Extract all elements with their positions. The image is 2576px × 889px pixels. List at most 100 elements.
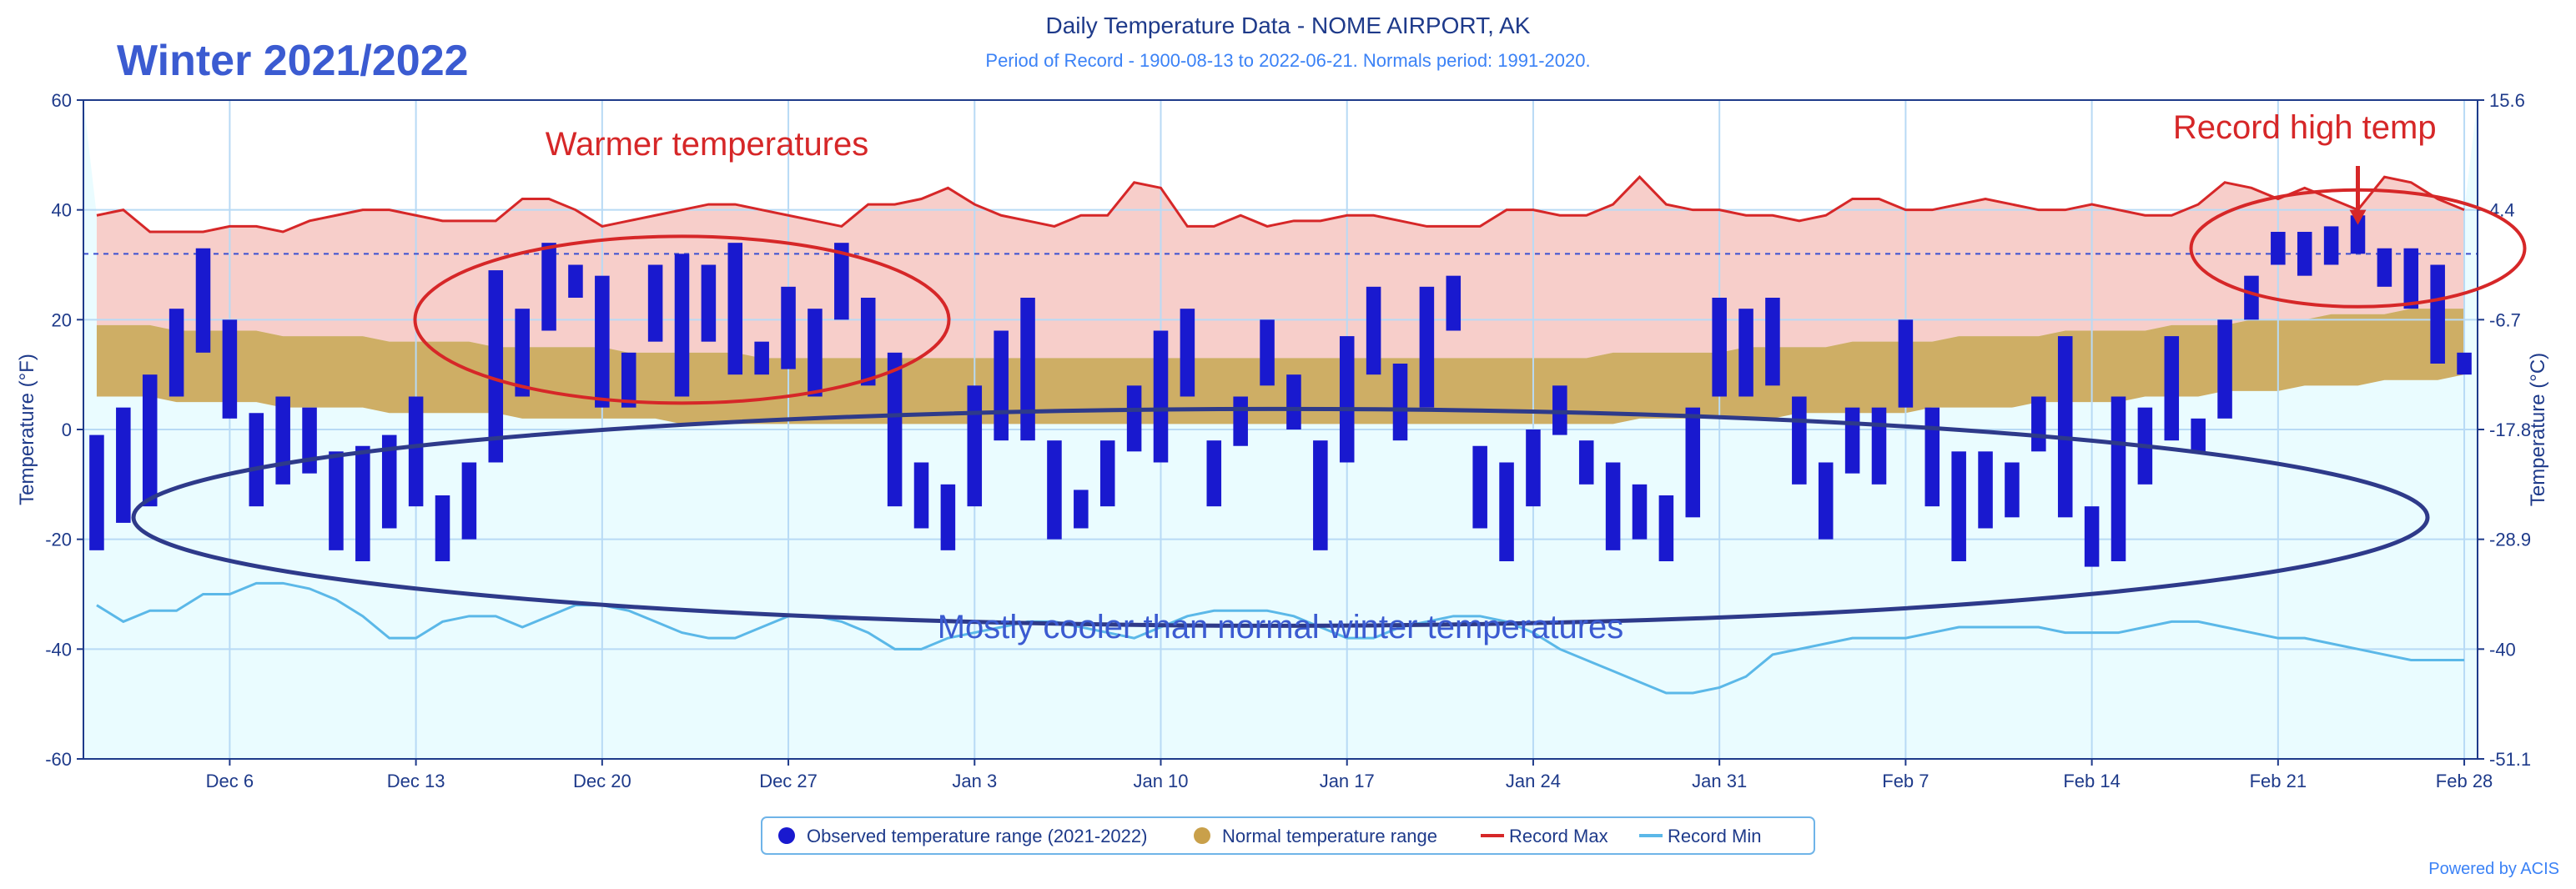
observed-bar: [1951, 451, 1966, 561]
observed-bar: [489, 270, 504, 462]
y-left-tick: 60: [52, 90, 72, 111]
observed-bar: [675, 254, 690, 396]
y-left-tick: 0: [62, 419, 72, 440]
observed-bar: [1420, 287, 1435, 408]
observed-bar: [196, 249, 211, 353]
credit-text: Powered by ACIS: [2428, 860, 2559, 878]
y-right-tick: -17.8: [2489, 419, 2531, 440]
observed-bar: [89, 435, 104, 550]
y-left-tick: 20: [52, 309, 72, 330]
observed-bar: [1819, 463, 1834, 540]
observed-bar: [1925, 408, 1940, 506]
observed-bar: [914, 463, 929, 529]
x-tick: Jan 31: [1692, 771, 1747, 791]
observed-bar: [1738, 309, 1753, 396]
warmer-annotation: Warmer temperatures: [546, 126, 869, 163]
y-left-tick: -40: [45, 639, 72, 660]
y-right-tick: -51.1: [2489, 749, 2531, 770]
observed-bar: [648, 265, 663, 342]
legend-record-min: Record Min: [1668, 826, 1761, 846]
legend-normal: Normal temperature range: [1222, 826, 1437, 846]
x-tick: Jan 10: [1133, 771, 1188, 791]
observed-bar: [2271, 232, 2286, 265]
observed-bar: [1686, 408, 1701, 518]
observed-bar: [435, 495, 450, 561]
observed-bar: [302, 408, 317, 474]
observed-bar: [1899, 319, 1914, 407]
observed-bar: [1606, 463, 1621, 550]
observed-bar: [355, 446, 370, 561]
observed-bar: [1047, 440, 1062, 540]
observed-bar: [1154, 331, 1169, 463]
legend-observed-icon: [778, 827, 795, 844]
observed-bar: [169, 309, 184, 396]
y-right-tick: -6.7: [2489, 309, 2521, 330]
observed-bar: [1260, 319, 1275, 385]
observed-bar: [2324, 226, 2339, 264]
y-right-tick: -40: [2489, 639, 2516, 660]
observed-bar: [1446, 276, 1462, 331]
observed-bar: [541, 243, 556, 330]
cooler-annotation: Mostly cooler than normal winter tempera…: [938, 609, 1624, 645]
observed-bar: [2111, 397, 2126, 562]
observed-bar: [1659, 495, 1674, 561]
observed-bar: [1872, 408, 1887, 485]
observed-bar: [2377, 249, 2392, 287]
y-left-tick: -20: [45, 530, 72, 550]
observed-bar: [702, 265, 717, 342]
observed-bar: [808, 309, 823, 396]
observed-bar: [515, 309, 530, 396]
x-tick: Jan 3: [952, 771, 997, 791]
x-tick: Feb 21: [2250, 771, 2307, 791]
observed-bar: [1845, 408, 1860, 474]
observed-bar: [2404, 249, 2419, 309]
observed-bar: [1765, 298, 1780, 385]
observed-bar: [1579, 440, 1594, 485]
observed-bar: [568, 265, 583, 299]
legend-observed: Observed temperature range (2021-2022): [807, 826, 1147, 846]
observed-bar: [2085, 506, 2100, 566]
observed-bar: [1020, 298, 1035, 440]
observed-bar: [1366, 287, 1381, 374]
observed-bar: [1393, 364, 1408, 440]
observed-bar: [462, 463, 477, 540]
observed-bar: [1792, 397, 1807, 485]
observed-bar: [888, 353, 903, 506]
observed-bar: [2005, 463, 2020, 518]
x-tick: Dec 20: [573, 771, 631, 791]
x-tick: Jan 24: [1506, 771, 1561, 791]
observed-bar: [1712, 298, 1727, 397]
observed-bar: [1633, 485, 1648, 540]
observed-bar: [2191, 419, 2206, 452]
observed-bar: [1286, 374, 1301, 429]
observed-bar: [1233, 397, 1248, 446]
observed-bar: [2430, 265, 2445, 364]
legend-normal-icon: [1194, 827, 1210, 844]
observed-bar: [2457, 353, 2472, 374]
observed-bar: [2297, 232, 2312, 276]
record-annotation: Record high temp: [2173, 109, 2437, 146]
y-right-tick: 15.6: [2489, 90, 2525, 111]
observed-bar: [329, 451, 344, 550]
y-left-label: Temperature (°F): [16, 354, 38, 505]
x-tick: Feb 28: [2436, 771, 2493, 791]
observed-bar: [143, 374, 158, 506]
observed-bar: [2217, 319, 2232, 419]
observed-bar: [2244, 276, 2259, 320]
observed-bar: [2165, 336, 2180, 440]
y-right-label: Temperature (°C): [2527, 353, 2549, 506]
x-tick: Dec 27: [759, 771, 818, 791]
observed-bar: [275, 397, 290, 485]
observed-bar: [2031, 397, 2046, 452]
x-tick: Feb 14: [2063, 771, 2121, 791]
observed-bar: [223, 319, 238, 419]
observed-bar: [1526, 429, 1541, 506]
y-left-tick: 40: [52, 200, 72, 221]
observed-bar: [595, 276, 610, 408]
observed-bar: [968, 385, 983, 506]
observed-bar: [621, 353, 636, 408]
observed-bar: [1100, 440, 1115, 506]
observed-bar: [1207, 440, 1222, 506]
chart-subtitle: Period of Record - 1900-08-13 to 2022-06…: [985, 50, 1590, 71]
observed-bar: [2058, 336, 2073, 517]
